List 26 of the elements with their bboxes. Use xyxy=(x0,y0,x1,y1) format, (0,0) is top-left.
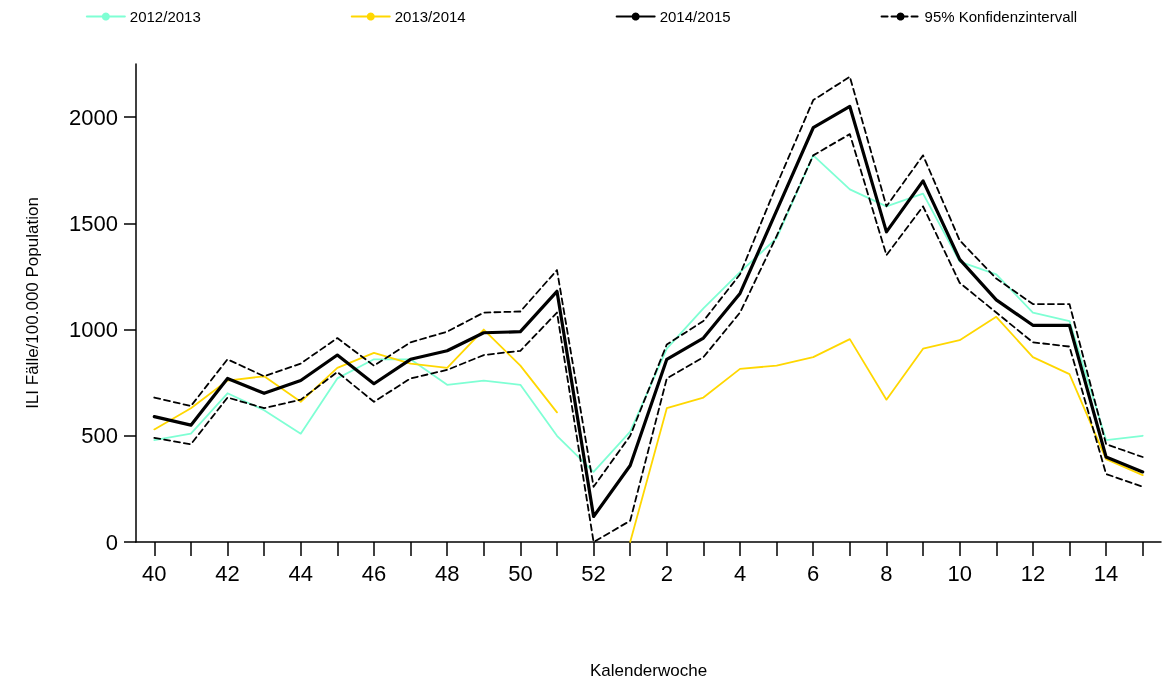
x-tick-label: 48 xyxy=(434,560,460,586)
y-tick-label: 2000 xyxy=(69,104,118,130)
x-axis-title: Kalenderwoche xyxy=(589,661,708,680)
line-series xyxy=(153,154,1144,473)
x-tick-label: 12 xyxy=(1020,560,1046,586)
x-tick-label: 4 xyxy=(733,560,747,586)
x-tick-label: 10 xyxy=(947,560,972,586)
x-tick-label: 50 xyxy=(508,560,533,586)
legend-label: 2014/2015 xyxy=(659,8,731,25)
x-tick-label: 42 xyxy=(215,560,240,586)
y-tick-label: 1500 xyxy=(69,210,118,236)
y-axis-title: ILI Fälle/100.000 Population xyxy=(23,197,42,409)
y-tick-label: 500 xyxy=(81,423,118,449)
x-tick-label: 46 xyxy=(361,560,387,586)
y-tick-label: 1000 xyxy=(69,317,118,343)
y-tick-label: 0 xyxy=(105,529,118,555)
x-tick-label: 14 xyxy=(1093,560,1119,586)
legend-label: 2013/2014 xyxy=(394,8,466,25)
x-tick-label: 2 xyxy=(660,560,673,586)
legend-label: 2012/2013 xyxy=(129,8,201,25)
x-tick-label: 52 xyxy=(581,560,606,586)
x-tick-label: 8 xyxy=(880,560,893,586)
x-tick-label: 40 xyxy=(142,560,167,586)
legend-label: 95% Konfidenzintervall xyxy=(924,8,1078,25)
x-tick-label: 44 xyxy=(288,560,313,586)
x-tick-label: 6 xyxy=(807,560,820,586)
